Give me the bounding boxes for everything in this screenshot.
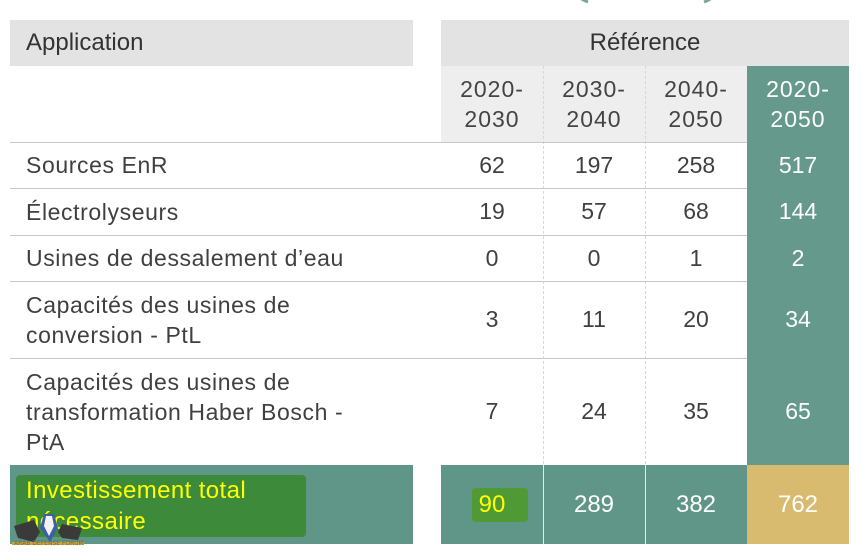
table-cell: 197 [574, 151, 614, 178]
total-value: 90 [478, 490, 506, 518]
table-cell: 7 [485, 398, 499, 424]
row-label-ptl: Capacités des usines de conversion - PtL [26, 291, 291, 348]
table-cell-total: 2 [747, 235, 849, 281]
period-2030-2040: 2030- 2040 [543, 66, 645, 142]
table-cell-total: 517 [747, 142, 849, 188]
watermark-logo [12, 514, 84, 545]
table-cell: 35 [683, 398, 709, 424]
table-cell: 1 [689, 244, 703, 271]
row-divider [10, 142, 849, 143]
row-label-electrolyseurs: Électrolyseurs [26, 198, 179, 225]
watermark-caption: ARAB DEFENSE FORUM [14, 540, 84, 547]
row-label-dessalement: Usines de dessalement d’eau [26, 245, 344, 271]
table-cell: 68 [683, 198, 709, 224]
column-divider [645, 66, 646, 464]
grand-total-value: 762 [777, 490, 819, 518]
column-divider [645, 465, 646, 544]
table-cell: 62 [479, 151, 505, 178]
row-divider [10, 281, 849, 282]
total-cell: 382 [645, 465, 747, 544]
total-cell: 289 [543, 465, 645, 544]
table-cell: 57 [581, 198, 607, 224]
table-cell: 24 [581, 398, 607, 424]
total-value: 289 [573, 490, 615, 518]
row-divider [10, 235, 849, 236]
table-cell: 3 [485, 306, 499, 332]
table-cell: 11 [582, 306, 606, 332]
reference-header: Référence [441, 20, 849, 66]
table-cell-total: 65 [747, 358, 849, 465]
highlight-marker [472, 488, 528, 522]
period-2020-2050-total: 2020- 2050 [747, 66, 849, 142]
table-cell-total: 144 [747, 188, 849, 235]
table-cell: 0 [587, 244, 601, 271]
table-cell: 19 [479, 198, 505, 224]
column-divider [543, 66, 544, 464]
table-cell-total: 34 [747, 281, 849, 358]
period-2040-2050: 2040- 2050 [645, 66, 747, 142]
table-cell: 258 [676, 151, 716, 178]
title-arc-fragment [580, 0, 712, 4]
grand-total-cell: 762 [747, 465, 849, 544]
application-header: Application [10, 20, 413, 66]
table-cell: 0 [485, 244, 499, 271]
period-2020-2030: 2020- 2030 [441, 66, 543, 142]
column-divider [543, 465, 544, 544]
row-label-sources-enr: Sources EnR [26, 152, 169, 178]
total-cell: 90 [441, 465, 543, 544]
row-label-pta: Capacités des usines de transformation H… [26, 368, 344, 455]
row-divider [10, 358, 849, 359]
table-cell: 20 [683, 306, 709, 332]
total-value: 382 [675, 490, 717, 518]
row-divider [10, 188, 849, 189]
